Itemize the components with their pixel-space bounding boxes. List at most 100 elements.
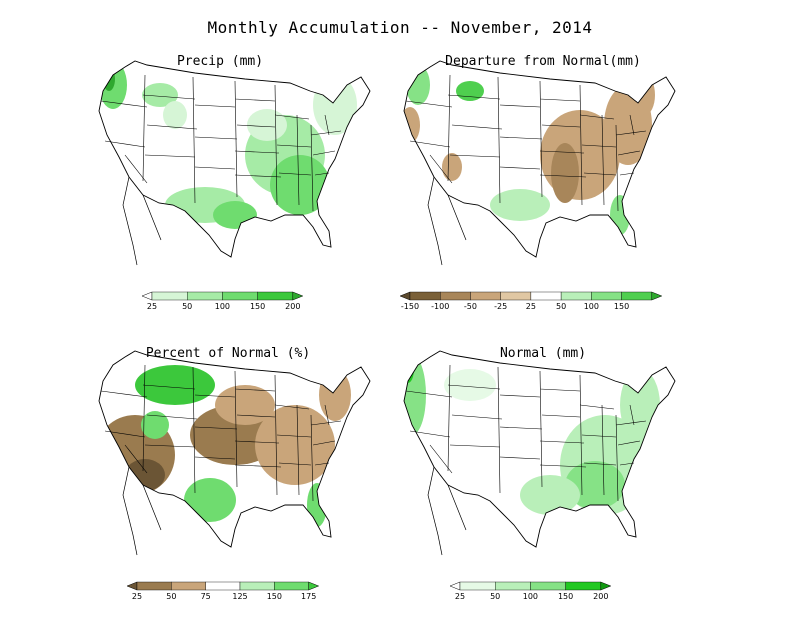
- colorbar-tick-label: 50: [490, 592, 500, 601]
- precip-area: [142, 83, 178, 107]
- colorbar-tick-label: -150: [401, 302, 419, 311]
- precip-area: [163, 101, 187, 129]
- colorbar-swatch: [187, 291, 223, 301]
- state-boundaries: [405, 364, 647, 502]
- mexico-border: [122, 466, 162, 556]
- precip-area: [247, 109, 287, 141]
- departure-area: [404, 107, 420, 143]
- normal-area: [520, 475, 580, 515]
- colorbar-departure: -150 -100 -50 -25 25 50 100 150: [399, 291, 663, 311]
- colorbar-swatch: [530, 581, 566, 591]
- colorbar-swatch: [470, 291, 501, 301]
- colorbar-swatch: [440, 291, 471, 301]
- departure-area: [406, 65, 430, 105]
- colorbar-tick-label: 50: [166, 592, 176, 601]
- colorbar-tick-label: 50: [556, 302, 566, 311]
- normal-area: [404, 355, 426, 435]
- precip-area: [213, 201, 257, 229]
- colorbar-arrow-low: [449, 581, 461, 591]
- colorbar-swatch: [136, 581, 172, 591]
- colorbar-tick-label: 100: [584, 302, 599, 311]
- colorbar-tick-label: 150: [614, 302, 629, 311]
- colorbar-swatch: [621, 291, 652, 301]
- colorbar-swatch: [257, 291, 293, 301]
- colorbar-swatch: [565, 581, 601, 591]
- departure-area: [610, 195, 630, 235]
- colorbar-tick-label: 100: [523, 592, 538, 601]
- percent-area: [255, 405, 335, 485]
- colorbar-tick-label: 75: [201, 592, 211, 601]
- mexico-border: [427, 176, 467, 266]
- colorbar-tick-label: 150: [558, 592, 573, 601]
- normal-area: [404, 355, 414, 383]
- colorbar-swatch: [205, 581, 241, 591]
- map-normal: [403, 350, 676, 556]
- country-outline: [403, 350, 676, 548]
- precip-area: [313, 75, 357, 135]
- colorbar-tick-label: -50: [464, 302, 477, 311]
- state-boundaries: [100, 74, 342, 212]
- departure-area: [551, 143, 579, 203]
- normal-area: [444, 369, 496, 401]
- map-departure: [403, 60, 676, 266]
- colorbar-tick-label: -25: [494, 302, 507, 311]
- colorbar-arrow-low: [126, 581, 138, 591]
- country-outline: [98, 60, 371, 258]
- colorbar-tick-label: 150: [267, 592, 282, 601]
- departure-area: [442, 153, 462, 181]
- country-outline: [403, 60, 676, 258]
- departure-area: [635, 75, 655, 115]
- precip-area: [270, 155, 330, 215]
- colorbar-arrow-low: [141, 291, 153, 301]
- figure-title: Monthly Accumulation -- November, 2014: [207, 18, 593, 37]
- colorbar-tick-label: 150: [250, 302, 265, 311]
- normal-area: [620, 369, 660, 441]
- percent-area: [135, 365, 215, 405]
- colorbar-tick-label: 25: [132, 592, 142, 601]
- departure-area: [490, 189, 550, 221]
- state-boundaries: [405, 74, 647, 212]
- map-precip: [98, 60, 371, 266]
- colorbar-percent: 25 50 75 125 150 175: [126, 581, 320, 601]
- colorbar-arrow-high: [292, 291, 304, 301]
- colorbar-swatch: [500, 291, 532, 301]
- country-outline: [98, 350, 371, 548]
- percent-area: [141, 411, 169, 439]
- colorbar-tick-label: -100: [431, 302, 449, 311]
- colorbar-swatch: [530, 291, 562, 301]
- colorbar-swatch: [591, 291, 622, 301]
- colorbar-tick-label: 175: [301, 592, 316, 601]
- colorbar-swatch: [495, 581, 531, 591]
- departure-area: [456, 81, 484, 101]
- colorbar-normal: 25 50 100 150 200: [449, 581, 612, 601]
- colorbar-tick-label: 50: [182, 302, 192, 311]
- mexico-border: [122, 176, 162, 266]
- colorbar-swatch: [409, 291, 441, 301]
- colorbar-tick-label: 200: [285, 302, 300, 311]
- colorbar-swatch: [171, 581, 206, 591]
- state-boundaries: [100, 364, 342, 502]
- colorbar-tick-label: 25: [455, 592, 465, 601]
- colorbar-tick-label: 25: [526, 302, 536, 311]
- mexico-border: [427, 466, 467, 556]
- colorbar-arrow-high: [308, 581, 320, 591]
- colorbar-swatch: [222, 291, 258, 301]
- colorbar-precip: 25 50 100 150 200: [141, 291, 304, 311]
- colorbar-arrow-high: [651, 291, 663, 301]
- colorbar-swatch: [239, 581, 275, 591]
- panel-title-departure: Departure from Normal(mm): [445, 54, 641, 69]
- percent-area: [307, 483, 327, 527]
- percent-area: [215, 385, 275, 425]
- colorbar-tick-label: 100: [215, 302, 230, 311]
- colorbar-tick-label: 25: [147, 302, 157, 311]
- colorbar-arrow-low: [399, 291, 411, 301]
- panel-title-normal: Normal (mm): [499, 346, 587, 361]
- colorbar-swatch: [274, 581, 309, 591]
- colorbar-swatch: [459, 581, 496, 591]
- percent-area: [184, 478, 236, 522]
- panel-title-percent: Percent of Normal (%): [145, 346, 311, 361]
- map-percent: [98, 350, 371, 556]
- colorbar-swatch: [151, 291, 188, 301]
- normal-area: [565, 461, 625, 509]
- colorbar-tick-label: 200: [593, 592, 608, 601]
